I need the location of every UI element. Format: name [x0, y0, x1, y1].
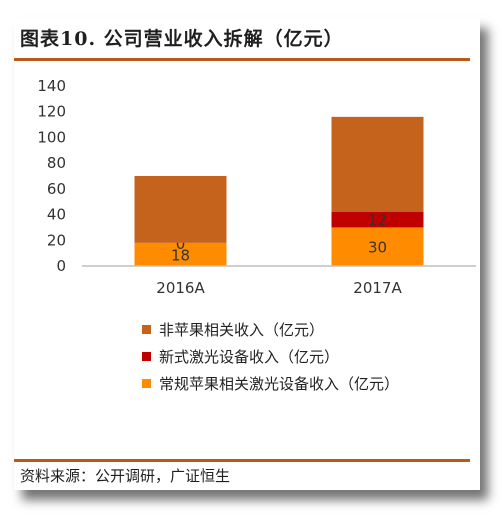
y-tick-label: 60: [47, 180, 66, 198]
data-label: 18: [171, 246, 190, 264]
legend-item: 新式激光设备收入（亿元）: [142, 343, 399, 370]
legend-swatch: [142, 325, 151, 334]
y-tick-label: 100: [37, 128, 66, 146]
x-tick-label: 2017A: [353, 279, 402, 297]
legend-item: 常规苹果相关激光设备收入（亿元）: [142, 370, 399, 397]
chart-legend: 非苹果相关收入（亿元） 新式激光设备收入（亿元） 常规苹果相关激光设备收入（亿元）: [142, 316, 399, 397]
bar-segment: [134, 176, 227, 243]
legend-label: 新式激光设备收入（亿元）: [159, 348, 340, 366]
bar-segment: [331, 116, 424, 212]
data-label: 0: [176, 235, 186, 253]
legend-item: 非苹果相关收入（亿元）: [142, 316, 399, 343]
y-tick-label: 120: [37, 103, 66, 121]
y-tick-label: 0: [56, 257, 66, 275]
bar-segment: [331, 227, 424, 266]
x-tick-label: 2016A: [156, 279, 205, 297]
data-label: 12: [368, 212, 387, 230]
source-rule: [14, 459, 470, 462]
legend-swatch: [142, 352, 151, 361]
title-rule: [14, 58, 470, 61]
legend-label: 非苹果相关收入（亿元）: [159, 321, 325, 339]
y-tick-label: 80: [47, 154, 66, 172]
data-label: 30: [368, 239, 387, 257]
bar-segment: [331, 212, 424, 228]
y-tick-label: 20: [47, 231, 66, 249]
legend-label: 常规苹果相关激光设备收入（亿元）: [159, 375, 400, 393]
y-tick-label: 140: [37, 77, 66, 95]
source-note: 资料来源：公开调研，广证恒生: [20, 467, 231, 485]
y-tick-label: 40: [47, 206, 66, 224]
bar-segment: [134, 242, 227, 266]
chart-title: 图表10. 公司营业收入拆解（亿元）: [20, 28, 344, 50]
legend-swatch: [142, 379, 151, 388]
